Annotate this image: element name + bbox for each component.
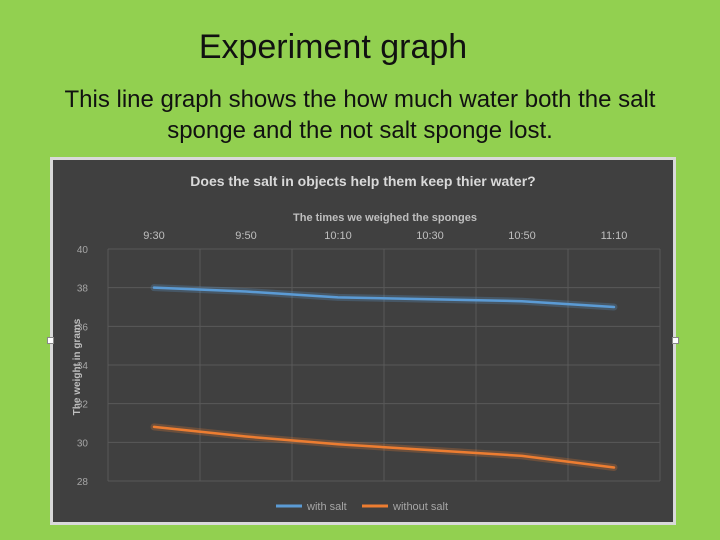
x-tick-label: 9:50 <box>235 230 256 242</box>
x-tick-label: 11:10 <box>601 230 628 242</box>
y-tick-label: 28 <box>77 477 89 488</box>
line-chart: Does the salt in objects help them keep … <box>53 160 673 522</box>
grid <box>107 248 661 482</box>
x-tick-label: 10:10 <box>324 230 352 242</box>
series-line-1 <box>152 425 616 469</box>
y-axis-label: The weight in grams <box>72 318 83 415</box>
y-tick-label: 38 <box>77 284 89 295</box>
y-tick-label: 30 <box>77 438 89 449</box>
legend: with salt without salt <box>276 501 448 513</box>
y-tick-label: 40 <box>77 245 89 256</box>
legend-label: without salt <box>392 501 448 513</box>
chart-frame[interactable]: Does the salt in objects help them keep … <box>47 157 679 525</box>
slide-subtitle: This line graph shows the how much water… <box>64 86 656 144</box>
slide-title: Experiment graph <box>198 28 468 66</box>
resize-handle-right[interactable] <box>672 337 679 344</box>
y-tick-label: 34 <box>77 361 89 372</box>
chart-title: Does the salt in objects help them keep … <box>190 173 535 189</box>
x-tick-label: 9:30 <box>143 230 164 242</box>
resize-handle-left[interactable] <box>47 337 54 344</box>
y-tick-label: 32 <box>77 400 89 411</box>
x-axis-label: The times we weighed the sponges <box>293 212 477 224</box>
legend-label: with salt <box>306 501 347 513</box>
tick-labels: 28 30 32 34 36 38 40 9:30 9:50 10:10 10:30 10:50 11:… <box>77 230 627 488</box>
x-tick-label: 10:50 <box>508 230 536 242</box>
x-tick-label: 10:30 <box>416 230 444 242</box>
series-line-0 <box>152 286 616 309</box>
series-lines <box>150 284 618 471</box>
y-tick-label: 36 <box>77 322 89 333</box>
